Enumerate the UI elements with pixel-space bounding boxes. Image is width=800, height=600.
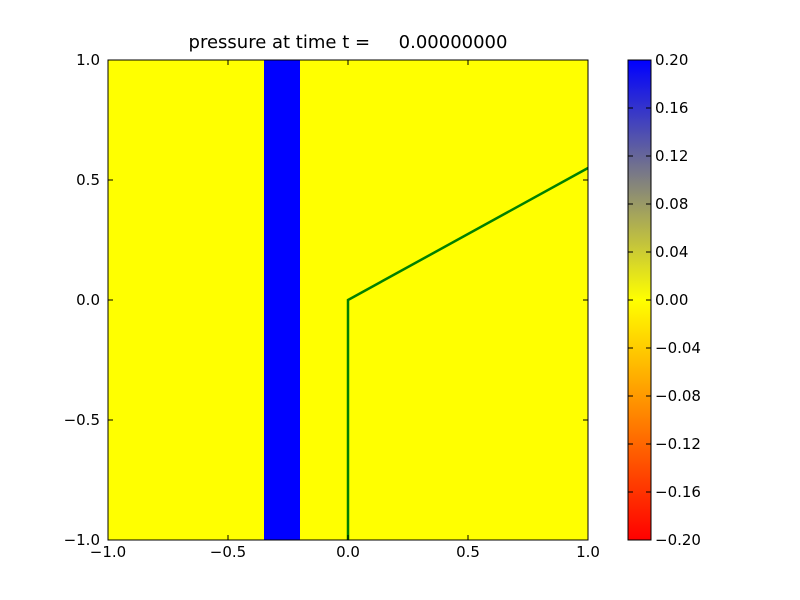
high-pressure-band [264,60,300,540]
x-tick-label: 0.5 [456,543,480,561]
colorbar-tick-label: 0.16 [655,99,688,117]
colorbar-tick-label: −0.20 [655,531,701,549]
x-tick-label: 0.0 [336,543,360,561]
colorbar-tick-label: −0.12 [655,435,701,453]
colorbar-tick-label: 0.12 [655,147,688,165]
colorbar: 0.20 0.16 0.12 0.08 0.04 0.00 −0.04 −0.08 −0.12 −… [627,51,701,549]
y-tick-label: 0.5 [76,171,100,189]
x-tick-label: −1.0 [90,543,126,561]
x-tick-label: −0.5 [210,543,246,561]
y-tick-label: 0.0 [76,291,100,309]
plot-area [107,59,589,541]
chart-title: pressure at time t = 0.00000000 [189,32,508,53]
y-axis: 1.0 0.5 0.0 −0.5 −1.0 [64,51,588,549]
interface-line [346,166,589,540]
colorbar-tick-label: −0.08 [655,387,701,405]
y-tick-label: 1.0 [76,51,100,69]
colorbar-scale [628,60,651,540]
colorbar-tick-label: −0.16 [655,483,701,501]
colorbar-ticks: 0.20 0.16 0.12 0.08 0.04 0.00 −0.04 −0.08 −0.12 −… [628,51,701,549]
colorbar-tick-label: 0.20 [655,51,688,69]
colorbar-tick-label: 0.04 [655,243,688,261]
x-axis: −1.0 −0.5 0.0 0.5 1.0 [90,60,600,561]
colorbar-tick-label: 0.08 [655,195,688,213]
colorbar-tick-label: 0.00 [655,291,688,309]
y-tick-label: −1.0 [64,531,100,549]
colorbar-tick-label: −0.04 [655,339,701,357]
x-tick-label: 1.0 [576,543,600,561]
y-tick-label: −0.5 [64,411,100,429]
